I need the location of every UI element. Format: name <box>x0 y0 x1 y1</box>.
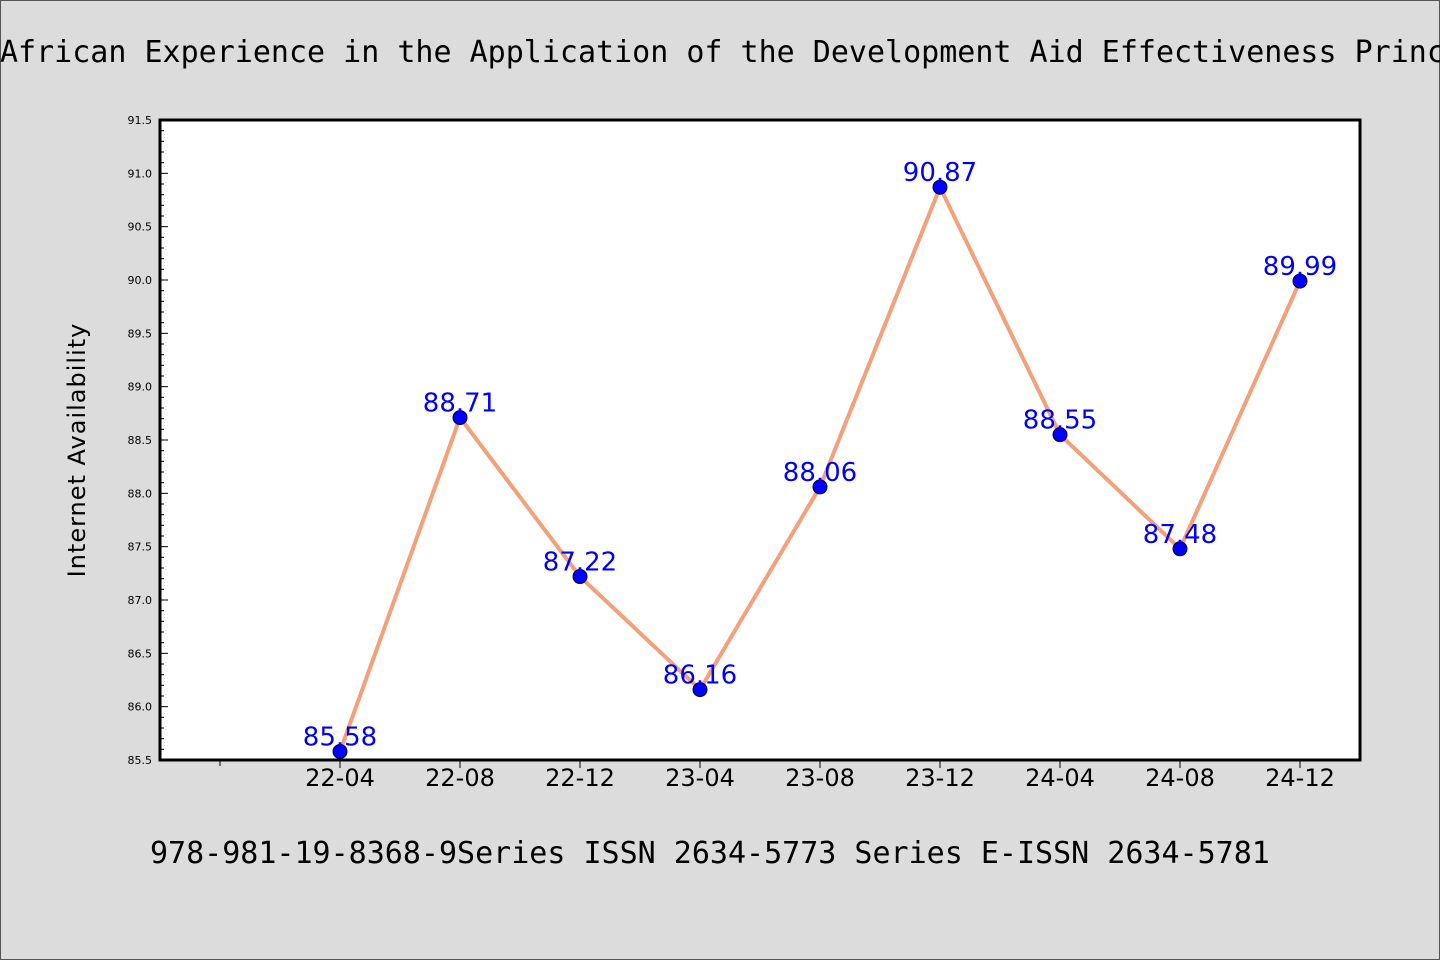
data-labels: 85.58 88.71 87.22 86.16 88.06 90.87 88.55 87.48… <box>303 158 1337 752</box>
y-tick-label: 85.5 <box>128 754 153 767</box>
x-tick-label: 24-04 <box>1025 764 1095 792</box>
data-label: 89.99 <box>1263 252 1337 282</box>
x-tick-label: 22-12 <box>545 764 615 792</box>
data-label: 85.58 <box>303 722 377 752</box>
y-tick-label: 88.5 <box>128 434 153 447</box>
y-tick-label: 87.0 <box>128 594 153 607</box>
data-label: 86.16 <box>663 661 737 691</box>
y-tick-label: 90.0 <box>128 274 153 287</box>
y-tick-label: 86.0 <box>128 701 153 714</box>
plot-area <box>158 118 1362 762</box>
y-tick-label: 89.5 <box>128 327 153 340</box>
data-label: 90.87 <box>903 158 977 188</box>
data-point <box>332 743 348 759</box>
y-tick-label: 91.5 <box>128 114 153 127</box>
data-label: 87.22 <box>543 548 617 578</box>
y-tick-label: 87.5 <box>128 541 153 554</box>
data-label: 88.06 <box>783 458 857 488</box>
footer-isbn-text: 978-981-19-8368-9Series ISSN 2634-5773 S… <box>150 836 1270 871</box>
y-tick-label: 91.0 <box>128 167 153 180</box>
data-label: 88.55 <box>1023 406 1097 436</box>
data-point <box>572 569 588 585</box>
data-point <box>932 179 948 195</box>
chart-title: African Experience in the Application of… <box>0 35 1440 70</box>
x-tick-label: 23-04 <box>665 764 735 792</box>
x-tick-label: 22-04 <box>305 764 375 792</box>
x-tick-label: 24-12 <box>1265 764 1335 792</box>
data-label: 88.71 <box>423 389 497 419</box>
x-axis: 22-04 22-08 22-12 23-04 23-08 23-12 24-04 24-08… <box>219 760 1335 792</box>
data-point <box>1052 427 1068 443</box>
y-tick-label: 90.5 <box>128 221 153 234</box>
x-tick-label: 23-12 <box>905 764 975 792</box>
data-point <box>812 479 828 495</box>
data-label: 87.48 <box>1143 520 1217 550</box>
x-tick-label: 22-08 <box>425 764 495 792</box>
data-point <box>1172 541 1188 557</box>
series-markers <box>332 179 1308 759</box>
x-tick-label: 23-08 <box>785 764 855 792</box>
data-point <box>452 410 468 426</box>
y-tick-label: 88.0 <box>128 487 153 500</box>
y-axis-title: Internet Availability <box>63 323 91 578</box>
y-axis: 85.5 86.0 86.5 87.0 87.5 88.0 88.5 89.0 89.5 90.0… <box>128 114 168 767</box>
y-tick-label: 86.5 <box>128 647 153 660</box>
data-point <box>1292 273 1308 289</box>
x-tick-label: 24-08 <box>1145 764 1215 792</box>
data-point <box>692 682 708 698</box>
y-tick-label: 89.0 <box>128 381 153 394</box>
